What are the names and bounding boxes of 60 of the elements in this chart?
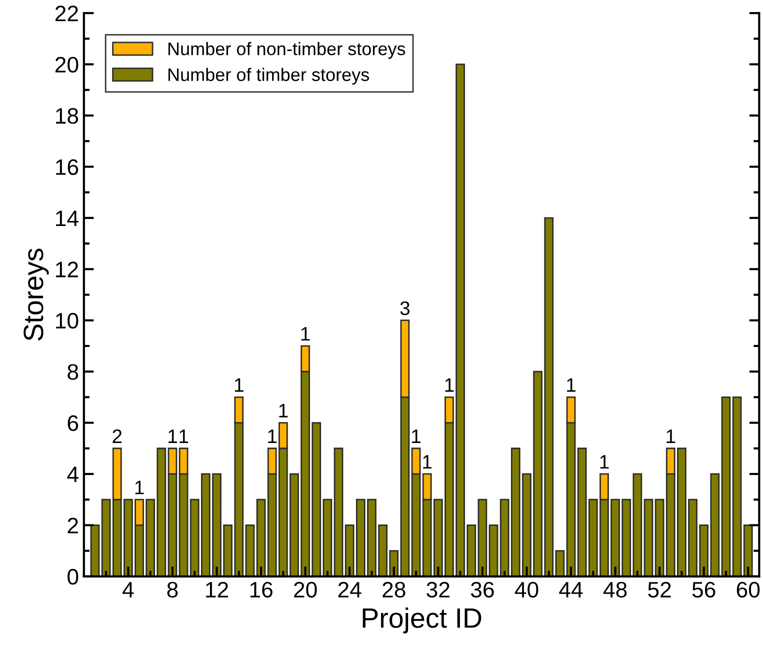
x-tick-label: 28 [382,582,406,598]
x-tick-label: 24 [338,582,362,598]
bar [256,498,266,576]
data-label: 1 [445,378,454,392]
y-tick-label: 12 [56,262,78,278]
y-tick-label: 20 [55,56,78,73]
legend-label: Number of non-timber storeys [168,42,406,59]
bar [334,448,344,576]
x-tick-label: 20 [294,582,317,598]
x-tick-label: 16 [250,582,272,598]
bar [654,498,664,576]
y-tick-label: 10 [56,312,78,329]
y-tick-label: 0 [68,568,78,585]
data-label: 1 [268,430,277,443]
x-tick-label: 60 [736,582,760,598]
bar [732,396,742,576]
data-label: 1 [567,378,576,392]
x-tick-label: 44 [559,582,583,598]
x-tick-label: 32 [426,582,450,598]
y-tick-label: 14 [56,210,78,226]
bar [101,498,111,576]
x-tick-label: 48 [603,582,627,598]
y-tick-label: 6 [68,415,78,432]
data-label: 1 [234,378,244,392]
data-label: 1 [135,480,144,494]
y-tick-label: 16 [56,159,78,175]
data-label: 1 [666,430,676,443]
y-tick-label: 22 [55,6,78,22]
bar [478,498,488,576]
y-tick-label: 18 [56,108,78,124]
data-label: 1 [301,327,310,341]
data-label: 1 [600,455,609,469]
bar [488,524,498,576]
x-tick-label: 36 [470,582,494,598]
bar [644,498,654,576]
x-tick-label: 12 [206,582,228,598]
bar [721,396,731,576]
data-label: 1 [180,430,188,443]
y-tick-label: 8 [68,364,78,380]
bar [743,524,753,576]
bar [322,498,332,576]
y-tick-label: 2 [68,518,78,534]
data-label: 1 [423,455,432,469]
x-tick-label: 8 [167,582,178,598]
bar [577,448,587,576]
y-tick-label: 4 [67,466,78,482]
bar [90,524,100,576]
bar [245,524,255,576]
x-tick-label: 4 [122,582,134,598]
data-label: 2 [112,429,122,443]
legend-label: Number of timber storeys [168,68,370,85]
data-label: 3 [400,301,410,316]
data-label: 1 [279,404,288,418]
data-label: 1 [412,430,420,443]
x-tick-label: 56 [692,582,716,598]
x-tick-label: 52 [648,582,671,598]
x-tick-label: 40 [514,582,538,598]
y-axis-title: Storeys [24,248,49,341]
x-axis-title: Project ID [362,608,482,634]
data-label: 1 [168,430,177,443]
